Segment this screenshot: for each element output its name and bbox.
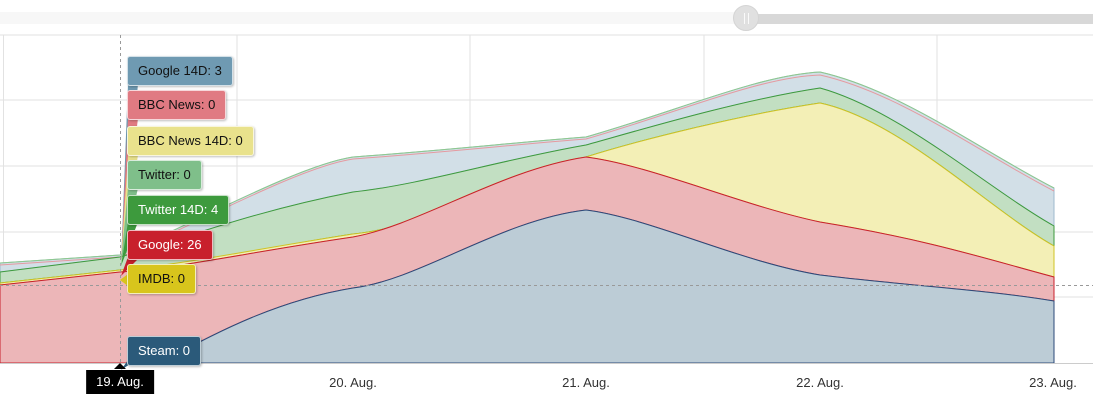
tooltip-imdb: IMDB: 0 — [127, 264, 196, 294]
tooltip-bbc-news: BBC News: 0 — [127, 90, 227, 120]
x-axis-label: 20. Aug. — [329, 375, 377, 390]
line-bbc-news — [0, 74, 1055, 266]
tooltip-steam: Steam: 0 — [127, 336, 202, 366]
tooltip-twitter: Twitter: 0 — [127, 160, 202, 190]
line-twitter — [0, 71, 1055, 264]
tooltip-google: Google: 26 — [127, 230, 213, 260]
x-axis-label: 22. Aug. — [796, 375, 844, 390]
tooltip-bbc-news-14d: BBC News 14D: 0 — [127, 126, 254, 156]
navigator-track-inactive[interactable] — [0, 12, 746, 24]
navigator-handle[interactable] — [733, 5, 759, 31]
x-axis-label: 21. Aug. — [562, 375, 610, 390]
tooltip-twitter-14d: Twitter 14D: 4 — [127, 195, 230, 225]
x-axis-label-active: 19. Aug. — [86, 370, 154, 394]
x-axis-label: 23. Aug. — [1029, 375, 1077, 390]
navigator-track-selected[interactable] — [746, 14, 1093, 24]
navigator-scrollbar[interactable] — [0, 5, 1093, 31]
tooltip-google-14d: Google 14D: 3 — [127, 56, 233, 86]
